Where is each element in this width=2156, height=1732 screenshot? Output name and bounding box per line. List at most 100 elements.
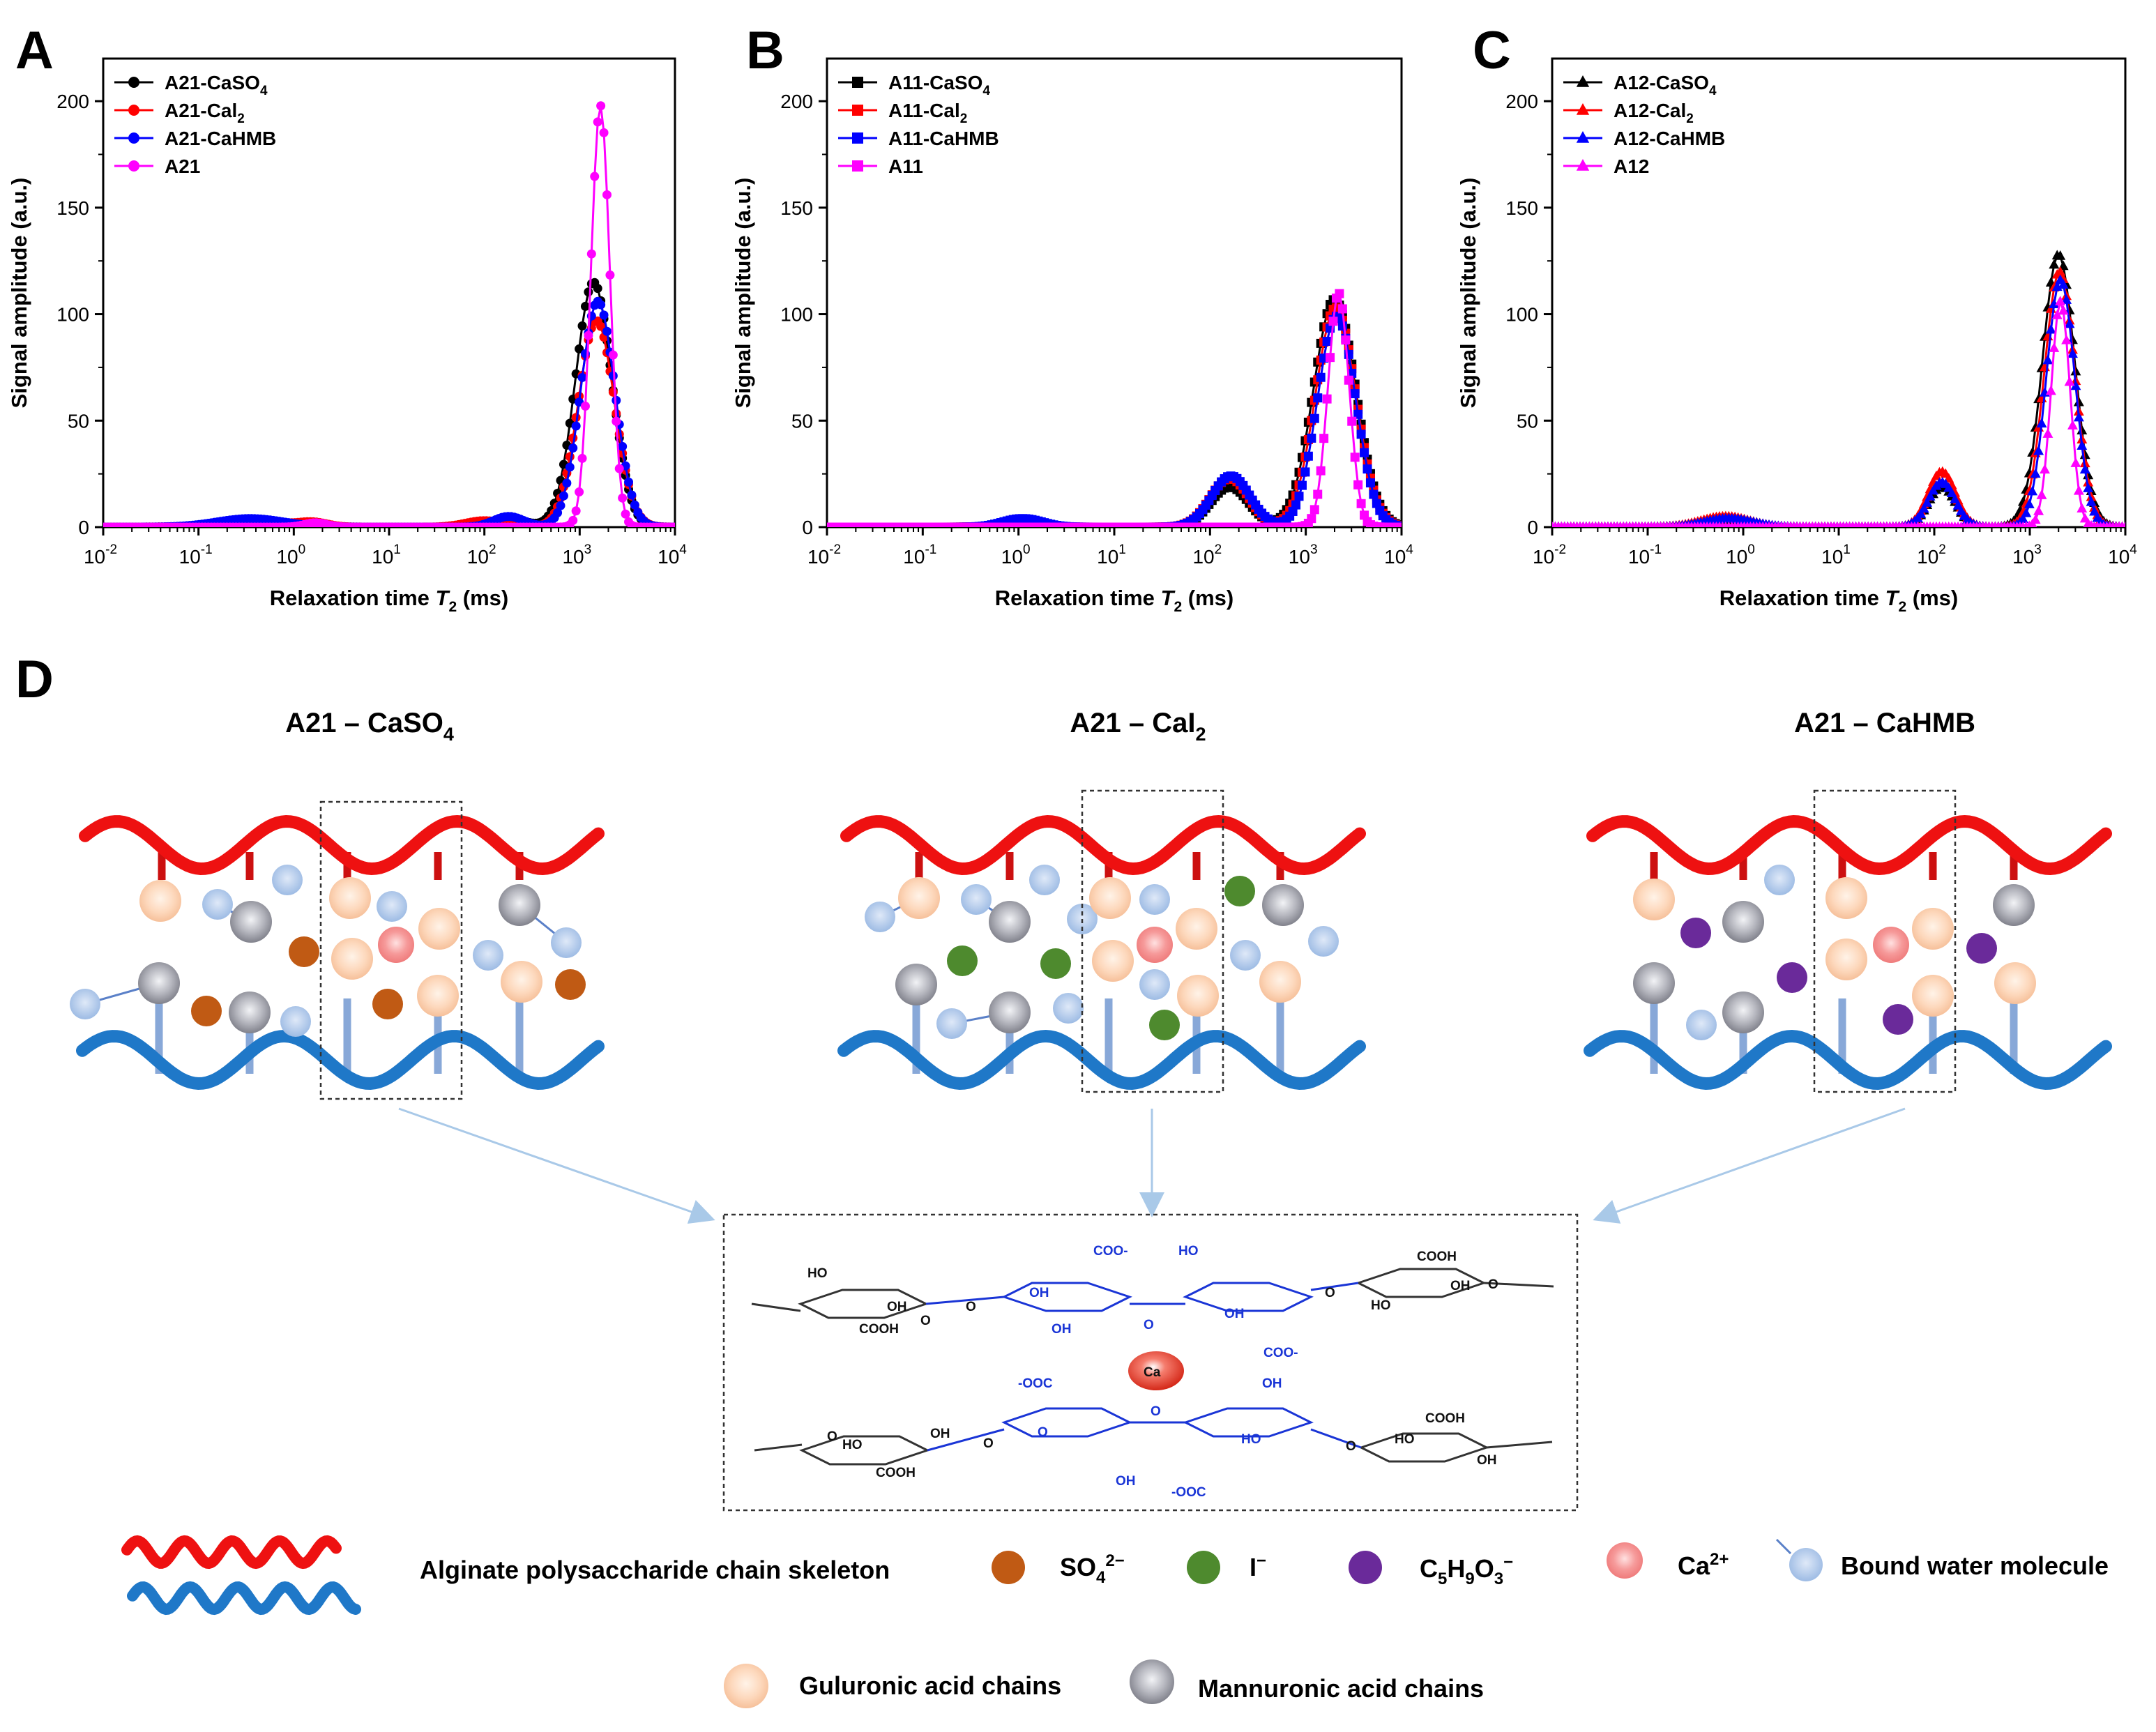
data-point [1319, 434, 1329, 443]
x-tick-label: 100 [276, 542, 305, 568]
legend-iodide-label: I− [1250, 1551, 1266, 1581]
crosslink-block-2 [1584, 789, 2112, 1224]
x-tick-label: 10-1 [179, 542, 213, 568]
data-point [1316, 466, 1326, 476]
data-point [2079, 464, 2090, 474]
data-point [618, 493, 628, 503]
legend-label: A11-CaHMB [888, 128, 999, 149]
data-point [1309, 413, 1319, 423]
data-point [1297, 480, 1307, 490]
data-point [1350, 453, 1360, 462]
chem-label: OH [1262, 1376, 1282, 1391]
x-tick-label: 104 [2108, 542, 2137, 568]
legend-marker [1576, 159, 1590, 171]
data-point [614, 464, 624, 473]
data-point [1291, 500, 1301, 510]
ball-gul [1825, 877, 1867, 919]
data-point [575, 344, 584, 354]
series-line-A12-CaSO [1552, 254, 2125, 527]
ball-gul [1092, 940, 1134, 982]
legend-so4-swatch [992, 1551, 1025, 1584]
diagram-title-cai2: A21 – CaI2 [1070, 708, 1206, 745]
y-tick-label: 200 [1505, 91, 1538, 112]
data-point [584, 331, 593, 340]
data-point [2021, 508, 2032, 517]
ball-wat [70, 989, 100, 1019]
x-tick-label: 10-2 [807, 542, 841, 568]
panel-label-c: C [1473, 21, 1511, 80]
data-point [1365, 478, 1375, 488]
ball-gul [1176, 908, 1217, 950]
data-point [2089, 506, 2100, 516]
y-tick-label: 150 [56, 197, 89, 219]
sugar-ring [1358, 1432, 1489, 1463]
data-point [2061, 294, 2072, 304]
chem-label: OH [1224, 1307, 1245, 1321]
ball-gul [1177, 975, 1219, 1017]
plot-area [1552, 250, 2125, 527]
legend-ca-label: Ca2+ [1678, 1550, 1729, 1580]
ball-gul [139, 880, 181, 922]
legend-red-chain [121, 1535, 342, 1570]
chem-label: HO [1395, 1432, 1415, 1447]
legend-label: A12-Cal2 [1614, 100, 1694, 126]
y-axis-label: Signal amplitude (a.u.) [731, 178, 755, 409]
data-point [1347, 368, 1357, 378]
data-point [1313, 393, 1323, 403]
ball-gul [1912, 975, 1954, 1017]
data-point [590, 172, 600, 181]
calcium-ion [1128, 1351, 1184, 1390]
legend-marker [852, 160, 863, 172]
y-tick-label: 100 [780, 304, 813, 326]
data-point [577, 453, 587, 463]
chem-label: HO [1371, 1298, 1391, 1313]
ball-gul [329, 877, 371, 919]
sugar-ring [1001, 1407, 1132, 1438]
data-point [1337, 321, 1347, 331]
diagram-title-caso4: A21 – CaSO4 [285, 708, 454, 745]
chem-label: COOH [1425, 1411, 1465, 1426]
data-point [1341, 335, 1351, 345]
data-point [602, 190, 612, 199]
data-point [2049, 342, 2060, 352]
chem-label: O [1144, 1318, 1154, 1332]
data-point [2070, 457, 2081, 467]
chem-label: HO [807, 1266, 828, 1281]
chem-label: OH [1029, 1286, 1049, 1300]
data-point [2051, 310, 2063, 319]
data-point [2086, 496, 2097, 506]
data-point [1303, 451, 1313, 461]
data-point [2030, 514, 2041, 524]
chart-c: 0 50 100 150 200 10-2 10-1 100 101 102 103 104 Relax… [1456, 57, 2137, 615]
y-tick-label: 200 [56, 91, 89, 112]
dashed-focus-box [1813, 789, 1957, 1093]
ball-gul [417, 975, 459, 1017]
data-point [1313, 489, 1323, 499]
chem-label: COO- [1263, 1346, 1298, 1360]
sugar-ring [1001, 1282, 1132, 1312]
data-point [559, 491, 568, 501]
data-point [1326, 353, 1335, 363]
legend-label: A12-CaHMB [1614, 128, 1725, 149]
data-point [2083, 476, 2094, 487]
x-tick-label: 10-2 [1533, 542, 1566, 568]
red-chain [79, 814, 605, 876]
data-point [2067, 348, 2078, 358]
ball-gul [1089, 877, 1131, 919]
data-point [571, 421, 581, 431]
ball-man [989, 992, 1031, 1033]
bond [1483, 1282, 1554, 1288]
data-point [1353, 480, 1363, 489]
legend-hmb-label: C5H9O3− [1420, 1553, 1513, 1588]
legend-marker [128, 77, 139, 88]
ball-wat [1139, 884, 1170, 915]
legend-label: A21-CaHMB [165, 128, 276, 149]
data-point [593, 117, 602, 127]
data-point [1925, 491, 1936, 501]
chem-label: O [966, 1300, 976, 1314]
ball-man [138, 962, 180, 1004]
ball-man [1722, 992, 1764, 1033]
data-point [1918, 503, 1929, 513]
